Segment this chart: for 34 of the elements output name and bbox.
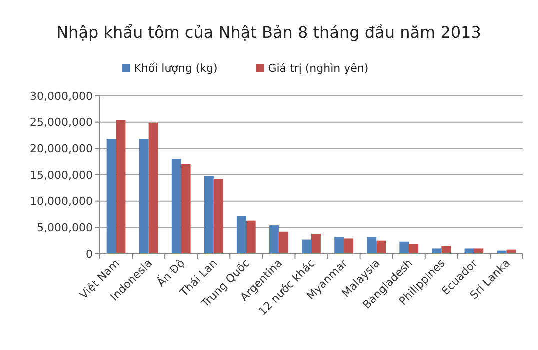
chart-title: Nhập khẩu tôm của Nhật Bản 8 tháng đầu năm 2013	[56, 23, 482, 42]
bar	[181, 164, 191, 254]
y-tick-label: 15,000,000	[30, 168, 93, 182]
bar	[334, 237, 344, 254]
bar	[214, 179, 224, 254]
bar	[236, 216, 246, 254]
bar	[204, 176, 214, 254]
bar	[442, 246, 452, 254]
legend-label: Giá trị (nghìn yên)	[268, 62, 369, 75]
bar	[139, 139, 149, 254]
y-tick-label: 10,000,000	[30, 195, 93, 208]
bar	[432, 248, 442, 254]
y-tick-label: 5,000,000	[37, 222, 93, 235]
y-tick-label: 30,000,000	[30, 90, 93, 103]
y-tick-label: 0	[86, 248, 93, 261]
bar	[474, 248, 484, 254]
bar	[148, 122, 158, 254]
y-tick-label: 25,000,000	[30, 116, 93, 130]
bar	[376, 240, 386, 254]
bar	[278, 232, 288, 254]
bar	[270, 226, 279, 254]
bar	[172, 159, 182, 254]
bar	[302, 240, 312, 254]
y-tick-label: 20,000,000	[30, 142, 93, 156]
bar	[344, 238, 354, 254]
bar	[106, 139, 116, 254]
bar	[400, 242, 410, 254]
bar	[464, 248, 474, 254]
bar	[312, 234, 321, 254]
legend-label: Khối lượng (kg)	[134, 62, 218, 75]
bar	[409, 244, 419, 254]
bar	[367, 237, 377, 254]
bar	[116, 120, 126, 254]
bar	[246, 220, 256, 254]
